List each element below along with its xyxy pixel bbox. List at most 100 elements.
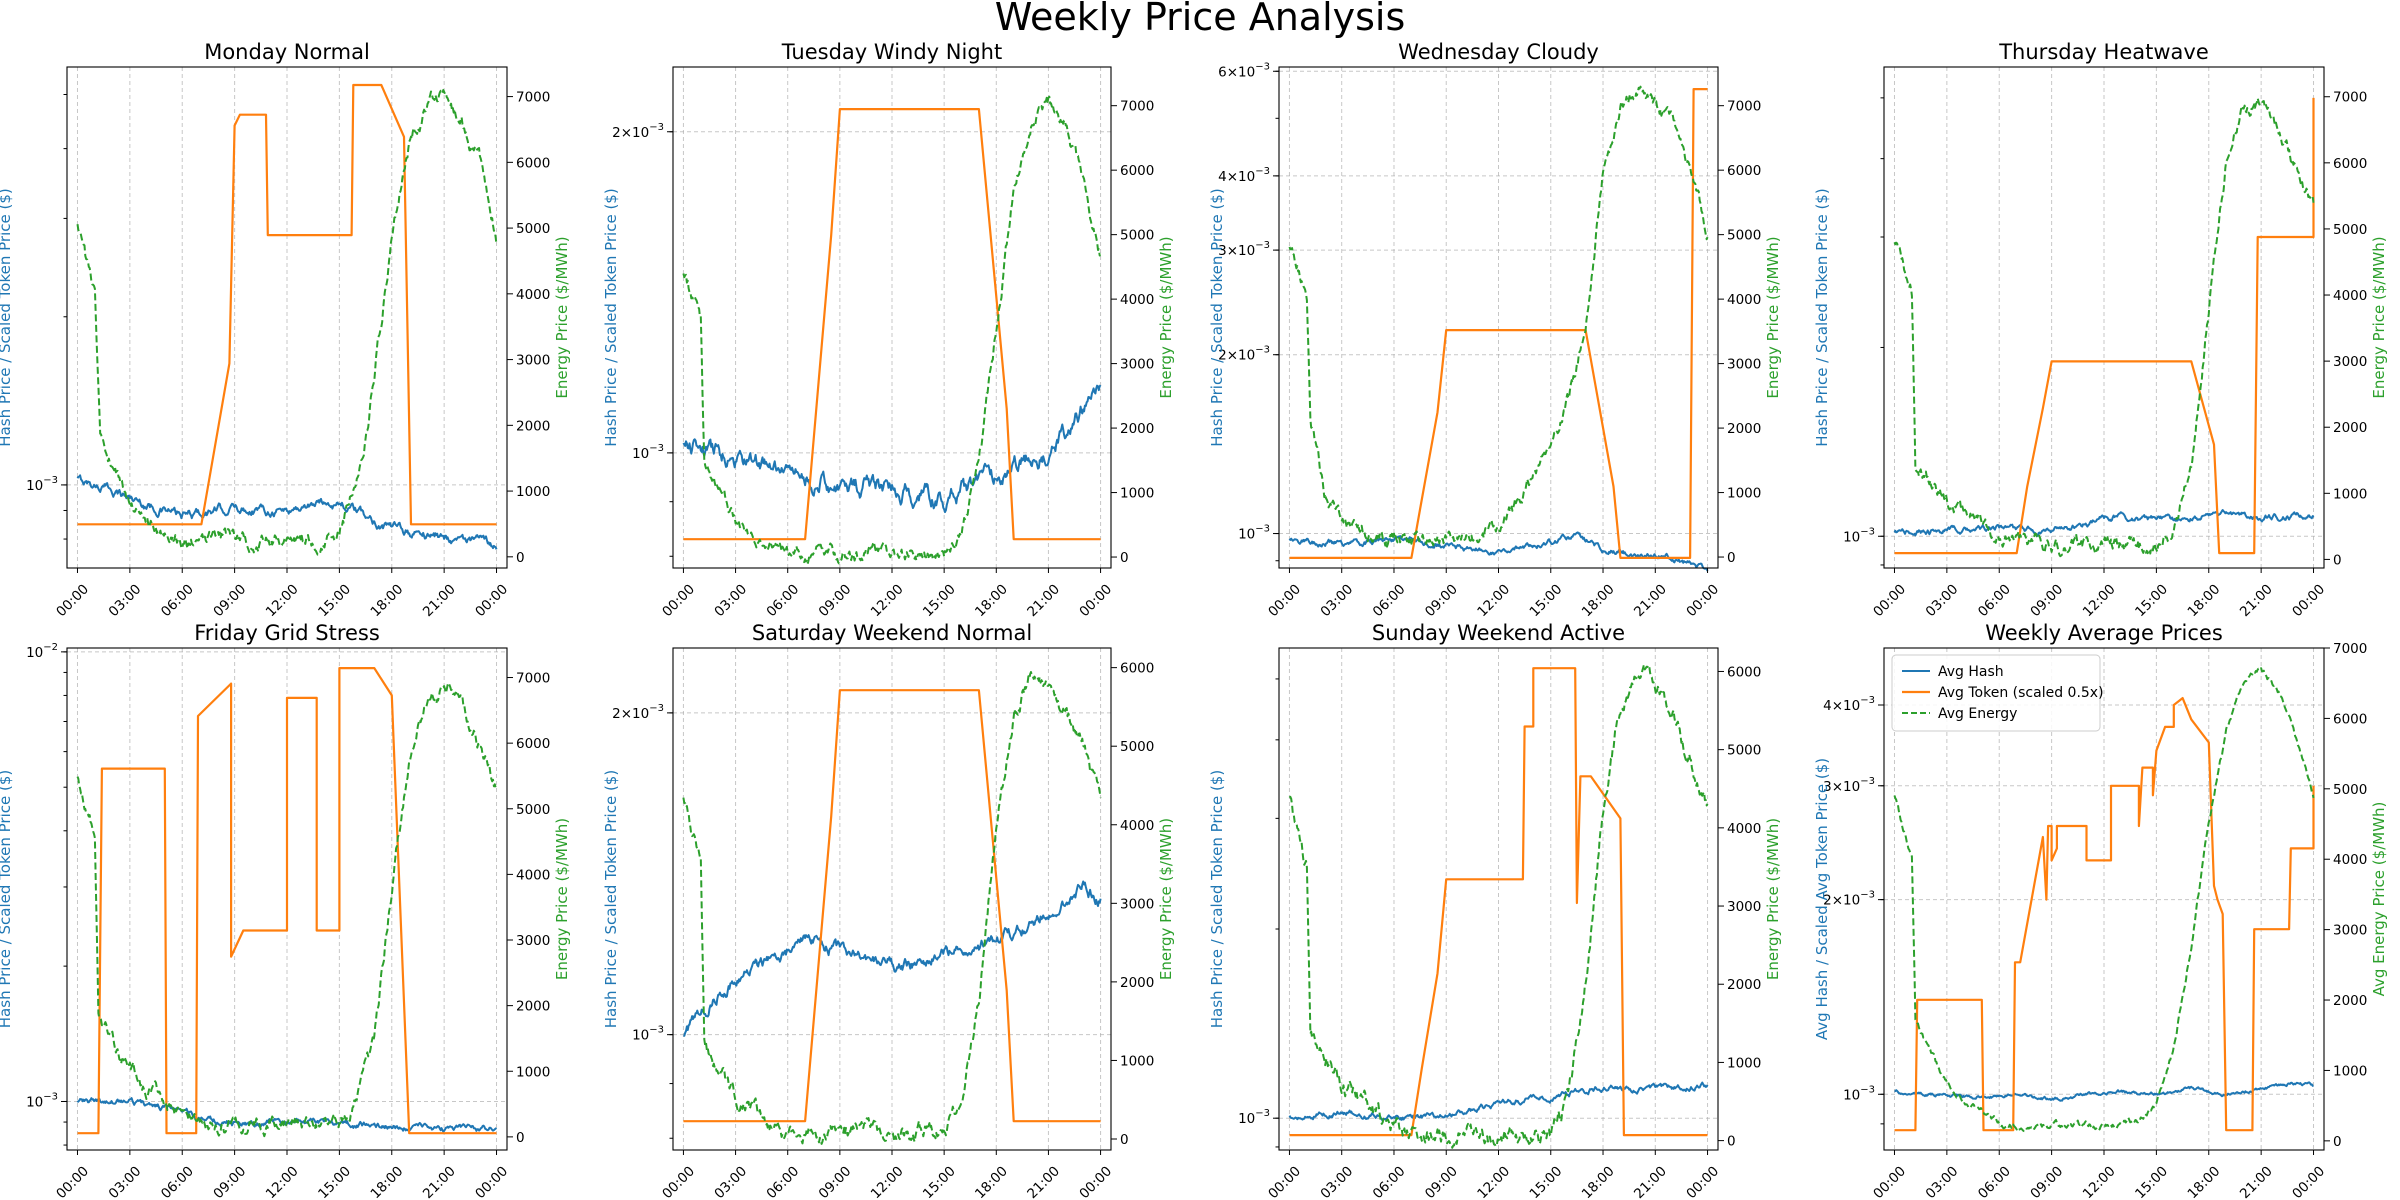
y-left-tick-label: 10−3 (1843, 1084, 1875, 1103)
y-right-tick-label: 1000 (1120, 486, 1154, 502)
x-tick-label: 06:00 (764, 581, 803, 620)
y-left-tick-label: 3×10−3 (1823, 776, 1875, 795)
x-tick-label: 15:00 (2132, 581, 2171, 620)
x-tick-label: 21:00 (1631, 1163, 1670, 1200)
x-tick-label: 21:00 (1024, 581, 1063, 620)
series-line-1 (77, 83, 497, 526)
chart-panel: Friday Grid Stress 00:00 03:00 06:00 09:00 12… (0, 621, 571, 1200)
chart-panel: Monday Normal 00:00 03:00 06:00 09:00 12:00 15… (0, 40, 571, 620)
series-line-2 (1288, 85, 1709, 548)
x-tick-label: 00:00 (2289, 581, 2328, 620)
series-line-2 (1893, 667, 2315, 1133)
legend: Avg Hash Avg Token (scaled 0.5x) Avg Energ… (1891, 654, 2104, 732)
y-right-tick-label: 2000 (2333, 993, 2367, 1009)
y-left-tick-label: 2×10−3 (1218, 345, 1270, 364)
y-left-tick-label: 10−3 (1238, 524, 1270, 543)
x-tick-label: 00:00 (472, 581, 511, 620)
y-right-tick-label: 7000 (516, 671, 550, 687)
series-line-2 (76, 681, 498, 1138)
y-right-axis-label: Energy Price ($/MWh) (2370, 236, 2388, 398)
x-tick-label: 06:00 (764, 1163, 803, 1200)
x-tick-label: 18:00 (972, 581, 1011, 620)
x-tick-label: 15:00 (1527, 581, 1566, 620)
x-tick-label: 09:00 (1422, 581, 1461, 620)
x-tick-label: 06:00 (1370, 581, 1409, 620)
y-right-tick-label: 6000 (2333, 156, 2367, 172)
x-tick-label: 00:00 (53, 1163, 92, 1200)
x-tick-label: 00:00 (1683, 581, 1722, 620)
series-line-2 (1893, 97, 2315, 558)
y-right-tick-label: 0 (1727, 1134, 1736, 1150)
y-right-tick-label: 2000 (2333, 420, 2367, 436)
x-tick-label: 03:00 (711, 581, 750, 620)
y-right-tick-label: 4000 (1727, 821, 1761, 837)
x-tick-label: 00:00 (1870, 581, 1909, 620)
y-right-tick-label: 2000 (1120, 421, 1154, 437)
chart-panel: Wednesday Cloudy 00:00 03:00 06:00 09:00 12:0… (1208, 40, 1782, 620)
panel-title: Monday Normal (204, 40, 370, 64)
y-right-tick-label: 1000 (516, 1064, 550, 1080)
y-left-axis-label: Hash Price / Scaled Token Price ($) (1208, 188, 1226, 446)
y-right-tick-label: 0 (2333, 1134, 2342, 1150)
series-line-2 (682, 671, 1102, 1145)
y-left-tick-label: 2×10−3 (1823, 890, 1875, 909)
y-right-tick-label: 6000 (516, 736, 550, 752)
y-right-tick-label: 2000 (516, 418, 550, 434)
y-right-tick-label: 6000 (1120, 163, 1154, 179)
x-tick-label: 03:00 (1923, 1163, 1962, 1200)
y-right-tick-label: 4000 (1120, 292, 1154, 308)
y-right-tick-label: 4000 (2333, 288, 2367, 304)
chart-panel: Thursday Heatwave 00:00 03:00 06:00 09:00 12:… (1813, 40, 2388, 620)
y-right-tick-label: 3000 (2333, 354, 2367, 370)
y-left-axis-label: Hash Price / Scaled Token Price ($) (0, 188, 14, 446)
x-tick-label: 06:00 (158, 1163, 197, 1200)
x-tick-label: 12:00 (263, 1163, 302, 1200)
y-right-axis-label: Energy Price ($/MWh) (1764, 818, 1782, 980)
y-right-tick-label: 6000 (2333, 711, 2367, 727)
y-left-tick-label: 10−3 (632, 1025, 664, 1044)
y-left-tick-label: 10−2 (26, 642, 58, 661)
x-tick-label: 21:00 (420, 581, 459, 620)
y-left-tick-label: 10−3 (26, 1091, 58, 1110)
y-left-tick-label: 4×10−3 (1218, 166, 1270, 185)
plot-frame (672, 647, 1112, 1151)
x-tick-label: 18:00 (972, 1163, 1011, 1200)
x-tick-label: 15:00 (315, 1163, 354, 1200)
series-line-0 (1893, 509, 2315, 537)
chart-panel: Weekly Average Prices 00:00 03:00 06:00 09:0… (1813, 621, 2388, 1200)
y-right-tick-label: 5000 (1727, 228, 1761, 244)
y-left-tick-label: 10−3 (1238, 1108, 1270, 1127)
x-tick-label: 09:00 (1422, 1163, 1461, 1200)
y-right-tick-label: 4000 (1120, 818, 1154, 834)
x-tick-label: 18:00 (1579, 581, 1618, 620)
x-tick-label: 21:00 (1631, 581, 1670, 620)
y-right-tick-label: 7000 (1727, 99, 1761, 115)
y-right-tick-label: 6000 (1727, 664, 1761, 680)
panel-title: Wednesday Cloudy (1398, 40, 1599, 64)
x-tick-label: 21:00 (2237, 1163, 2276, 1200)
x-tick-label: 15:00 (920, 1163, 959, 1200)
x-tick-label: 12:00 (868, 581, 907, 620)
y-right-tick-label: 2000 (1120, 975, 1154, 991)
x-tick-label: 15:00 (315, 581, 354, 620)
plot-frame (672, 66, 1112, 569)
y-right-tick-label: 7000 (2333, 641, 2367, 657)
panel-title: Sunday Weekend Active (1372, 621, 1625, 645)
x-tick-label: 12:00 (1474, 1163, 1513, 1200)
x-tick-label: 09:00 (2027, 581, 2066, 620)
y-right-tick-label: 5000 (1120, 228, 1154, 244)
x-tick-label: 09:00 (816, 1163, 855, 1200)
series-line-0 (1894, 1081, 2314, 1102)
x-tick-label: 18:00 (1579, 1163, 1618, 1200)
y-right-axis-label: Energy Price ($/MWh) (553, 818, 571, 980)
y-right-tick-label: 4000 (2333, 852, 2367, 868)
panel-title: Tuesday Windy Night (781, 40, 1002, 64)
y-right-tick-label: 3000 (516, 933, 550, 949)
x-tick-label: 12:00 (1474, 581, 1513, 620)
y-right-tick-label: 2000 (1727, 977, 1761, 993)
y-left-axis-label: Hash Price / Scaled Token Price ($) (0, 770, 14, 1028)
x-tick-label: 21:00 (2237, 581, 2276, 620)
x-tick-label: 06:00 (1975, 581, 2014, 620)
x-tick-label: 00:00 (53, 581, 92, 620)
